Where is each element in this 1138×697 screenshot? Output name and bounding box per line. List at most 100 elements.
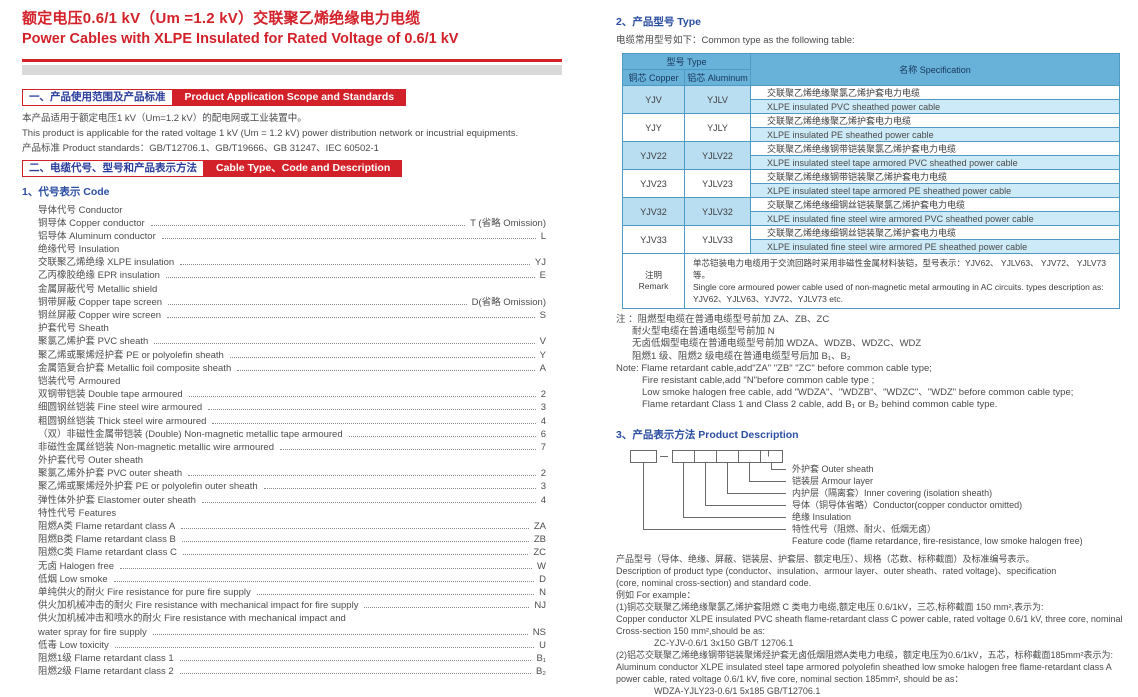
code-value: Y <box>539 349 546 361</box>
aluminum-type-cell: YJLY <box>683 113 752 142</box>
code-value: D <box>539 573 546 585</box>
description-line: 例如 For example： <box>616 589 696 600</box>
note-line: 注 ：阻燃型电缆在普通电缆型号前加 ZA、ZB、ZC <box>616 314 830 325</box>
spec-en-cell: XLPE insulated PVC sheathed power cable <box>750 99 1120 114</box>
type-table-header-row2: 铜芯 Copper 铝芯 Aluminum <box>622 69 1120 86</box>
code-label: 聚乙烯或聚烯烃外护套 PE or polyolefin outer sheath <box>38 481 258 493</box>
code-line: 聚氯乙烯外护套 PVC outer sheath 2 <box>38 467 546 480</box>
type-row-en: XLPE insulated steel tape armored PE she… <box>623 183 1120 198</box>
code-label: 特性代号 Features <box>38 507 117 519</box>
code-line: water spray for fire supply NS <box>38 626 546 639</box>
notes-block: 注 ：阻燃型电缆在普通电缆型号前加 ZA、ZB、ZC 耐火型电缆在普通电缆型号前加… <box>616 314 1122 412</box>
dot-leader <box>179 659 532 661</box>
example-type-code: WDZA-YJLY23-0.6/1 5x185 GB/T12706.1 <box>654 685 821 696</box>
type-row-zh: YJV YJLV 交联聚乙烯绝缘聚氯乙烯护套电力电缆 <box>622 85 1120 114</box>
section2-header: 二、电缆代号、型号和产品表示方法 Cable Type、Code and Des… <box>22 159 403 177</box>
code-value: 3 <box>540 402 546 414</box>
right-column: 2、产品型号 Type 电缆常用型号如下：Common type as the … <box>616 14 1122 697</box>
code-value: 2 <box>540 468 546 480</box>
diagram-label: 特性代号（阻燃、耐火、低烟无卤） <box>792 523 937 534</box>
code-value: S <box>539 310 546 321</box>
code-line: 阻燃2级 Flame retardant class 2 B₂ <box>38 665 546 678</box>
page-title-zh: 额定电压0.6/1 kV（Um =1.2 kV）交联聚乙烯绝缘电力电缆 <box>22 10 421 27</box>
code-label: 铝导体 Aluminum conductor <box>38 230 156 242</box>
dot-leader <box>154 343 535 345</box>
diagram-boxes-and-connectors <box>630 449 786 530</box>
code-label: 非磁性金属丝铠装 Non-magnetic metallic wire armo… <box>38 441 274 453</box>
dot-leader <box>165 277 535 279</box>
code-line: 单纯供火的耐火 Fire resistance for pure fire su… <box>38 586 546 599</box>
remark-label-zh: 注明 <box>644 270 662 280</box>
code-label: 聚氯乙烯护套 PVC sheath <box>38 336 149 348</box>
code-value: E <box>539 270 546 282</box>
code-line: 铜丝屏蔽 Copper wire screen S <box>38 309 546 322</box>
dot-leader <box>188 396 536 398</box>
code-line: 阻燃B类 Flame retardant class B ZB <box>38 533 546 546</box>
code-line: 聚氯乙烯护套 PVC sheath V <box>38 335 546 348</box>
dot-leader <box>263 488 536 490</box>
code-group-heading: 铠装代号 Armoured <box>38 375 546 388</box>
code-line: 低烟 Low smoke D <box>38 573 546 586</box>
code-value: N <box>539 586 546 598</box>
code-value: NS <box>532 626 546 638</box>
description-line: 产品型号（导体、绝缘、屏蔽、铠装层、护套层、额定电压）、规格（芯数、标称截面）及… <box>616 553 1035 564</box>
code-label: 单纯供火的耐火 Fire resistance for pure fire su… <box>38 586 251 598</box>
dot-leader <box>364 607 530 609</box>
code-line: 金属箔复合护套 Metallic foil composite sheath A <box>38 362 546 375</box>
code-line: 弹性体外护套 Elastomer outer sheath 4 <box>38 494 546 507</box>
th-copper: 铜芯 Copper <box>622 69 685 86</box>
code-value: ZC <box>533 547 546 559</box>
code-value: A <box>539 362 546 374</box>
remark-label-en: Remark <box>638 281 669 291</box>
code-value: 2 <box>540 389 546 401</box>
dot-leader <box>120 567 533 569</box>
code-value: T (省略 Omission) <box>470 217 546 229</box>
code-group-heading: 金属屏蔽代号 Metallic shield <box>38 283 546 296</box>
type-row-zh: YJV22 YJLV22 交联聚乙烯绝缘钢带铠装聚氯乙烯护套电力电缆 <box>622 141 1120 170</box>
code-line: 阻燃1级 Flame retardant class 1 B₁ <box>38 652 546 665</box>
code-value: 3 <box>540 481 546 493</box>
code-label: 供火加机械冲击的耐火 Fire resistance with mechanic… <box>38 600 359 612</box>
code-value: NJ <box>534 600 546 612</box>
th-aluminum: 铝芯 Aluminum <box>683 69 752 86</box>
code-label: 阻燃1级 Flame retardant class 1 <box>38 652 174 664</box>
aluminum-type-cell: YJLV23 <box>683 169 752 198</box>
title-red-rule <box>22 59 562 62</box>
description-line: (core, nominal cross-section) and standa… <box>616 577 812 588</box>
code-line: 非磁性金属丝铠装 Non-magnetic metallic wire armo… <box>38 441 546 454</box>
code-label: 交联聚乙烯绝缘 XLPE insulation <box>38 257 175 269</box>
example-type-code: ZC-YJV-0.6/1 3x150 GB/T 12706.1 <box>654 637 794 648</box>
code-line: 铜带屏蔽 Copper tape screen D(省略 Omission) <box>38 296 546 309</box>
code-label: （双）非磁性金属带铠装 (Double) Non-magnetic metall… <box>38 428 343 440</box>
type-row-zh: YJV32 YJLV32 交联聚乙烯绝缘细钢丝铠装聚氯乙烯护套电力电缆 <box>622 197 1120 226</box>
section1-heading-en: Product Application Scope and Standards <box>172 88 407 106</box>
code-label: 低烟 Low smoke <box>38 573 108 585</box>
note-line: Flame retardant Class 1 and Class 2 cabl… <box>642 399 998 411</box>
code-line: 交联聚乙烯绝缘 XLPE insulation YJ <box>38 256 546 269</box>
code-group-heading: 导体代号 Conductor <box>38 204 546 217</box>
dot-leader <box>279 448 536 450</box>
diagram-label: 内护层（隔离套）Inner covering (isolation sheath… <box>792 487 993 498</box>
dot-leader <box>168 303 467 305</box>
code-line: 乙丙橡胶绝缘 EPR insulation E <box>38 269 546 282</box>
type-row-en: XLPE insulated fine steel wire armored P… <box>623 239 1120 254</box>
note-line: Low smoke halogen free cable, add "WDZA"… <box>642 387 1074 399</box>
code-value: L <box>540 230 546 242</box>
diagram-label: 外护套 Outer sheath <box>792 463 874 474</box>
diagram-label: Feature code (flame retardance, fire-res… <box>792 535 1083 546</box>
spec-en-cell: XLPE insulated PE sheathed power cable <box>750 127 1120 142</box>
code-line: 粗圆钢丝铠装 Thick steel wire armoured 4 <box>38 415 546 428</box>
code-value: 7 <box>540 441 546 453</box>
th-specification: 名称 Specification <box>750 53 1120 86</box>
code-list: 导体代号 Conductor 铜导体 Copper conductor T (省略 … <box>22 204 546 679</box>
type-row-zh: YJV33 YJLV33 交联聚乙烯绝缘细钢丝铠装聚乙烯护套电力电缆 <box>622 225 1120 254</box>
spec-zh-cell: 交联聚乙烯绝缘钢带铠装聚乙烯护套电力电缆 <box>750 169 1120 184</box>
code-group-heading: 特性代号 Features <box>38 507 546 520</box>
copper-type-cell: YJV <box>622 85 685 114</box>
code-line: 低毒 Low toxicity U <box>38 639 546 652</box>
copper-type-cell: YJY <box>622 113 685 142</box>
code-label: 低毒 Low toxicity <box>38 639 109 651</box>
dot-leader <box>237 369 535 371</box>
code-label: 无卤 Halogen free <box>38 560 115 572</box>
